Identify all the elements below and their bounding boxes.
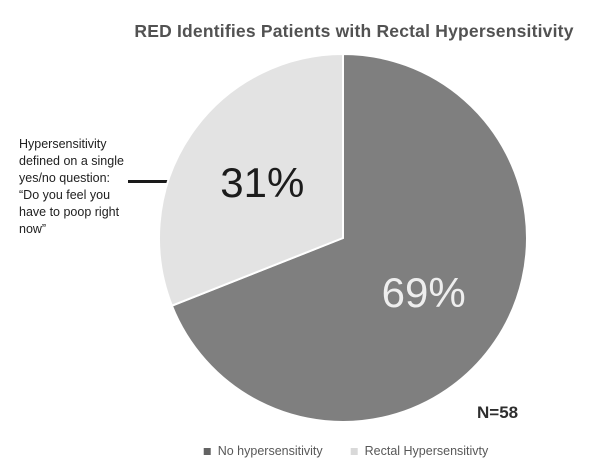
pie-slice-1: [158, 52, 344, 307]
chart-legend: No hypersensitivity Rectal Hypersensitivt…: [203, 444, 489, 458]
pie-slice-label-0: 69%: [382, 269, 466, 316]
annotation-text: Hypersensitivity defined on a single yes…: [19, 137, 124, 236]
legend-item-1: Rectal Hypersensitivty: [350, 444, 489, 458]
pie-slice-0: [170, 52, 528, 423]
sample-size-label: N=58: [477, 403, 519, 422]
legend-label: Rectal Hypersensitivty: [364, 444, 489, 458]
legend-marker-icon: [203, 447, 211, 455]
legend-item-0: No hypersensitivity: [203, 444, 323, 458]
pie-slice-label-1: 31%: [220, 159, 304, 206]
legend-label: No hypersensitivity: [217, 444, 323, 458]
legend-marker-icon: [350, 447, 358, 455]
chart-title: RED Identifies Patients with Rectal Hype…: [134, 21, 574, 41]
